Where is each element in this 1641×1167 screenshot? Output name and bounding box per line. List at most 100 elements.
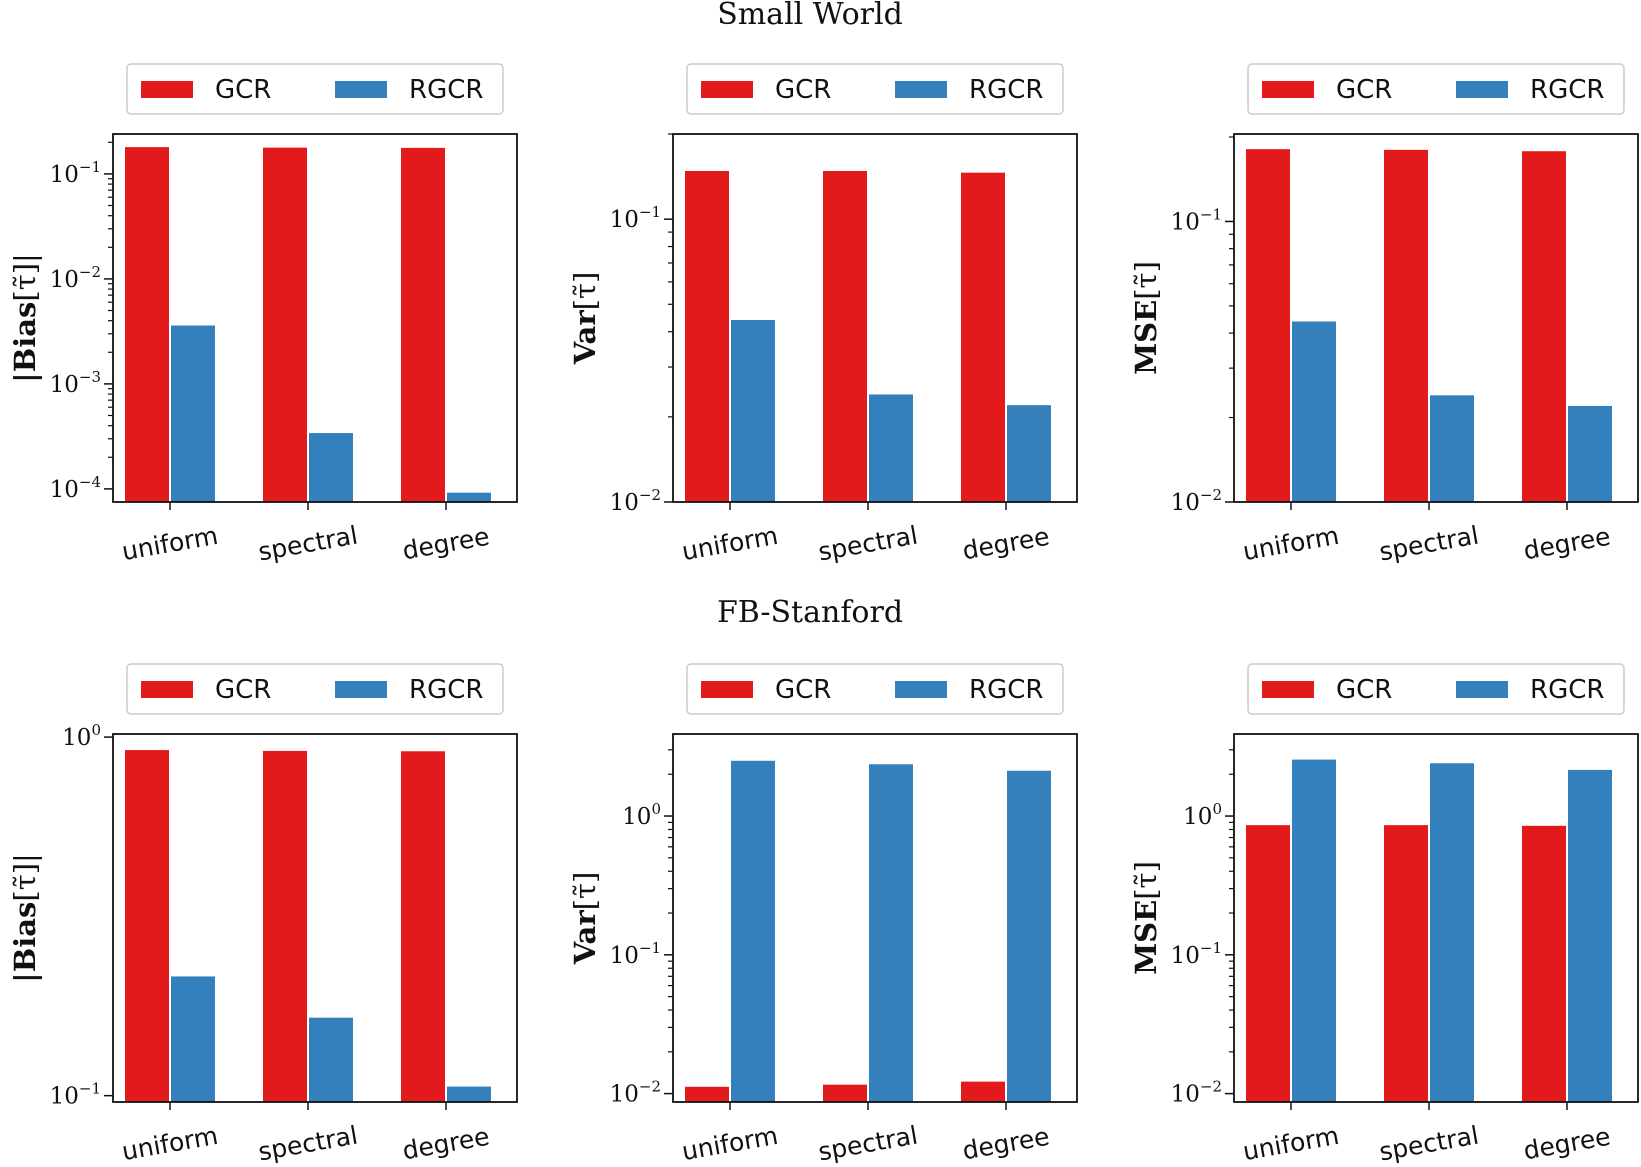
y-tick-label: 10−2 [610, 486, 661, 516]
bar-rgcr-spectral [309, 433, 353, 502]
y-tick-label: 10−1 [1171, 205, 1222, 235]
y-tick-label: 100 [1183, 800, 1222, 830]
x-tick-label-spectral: spectral [1377, 521, 1481, 567]
legend-swatch-rgcr [335, 81, 387, 98]
x-tick-label-uniform: uniform [1241, 1121, 1342, 1166]
row-title-fb-stanford: FB-Stanford [717, 595, 903, 630]
plot-frame [672, 733, 1078, 1103]
x-tick-label-degree: degree [1521, 522, 1612, 566]
legend-swatch-gcr [141, 81, 193, 98]
bar-rgcr-degree [447, 1086, 491, 1102]
legend-swatch-rgcr [1456, 681, 1508, 698]
bar-gcr-degree [1522, 825, 1566, 1102]
y-tick-label: 100 [62, 721, 101, 751]
bar-gcr-uniform [685, 1086, 729, 1102]
bar-rgcr-degree [1007, 770, 1051, 1102]
legend-swatch-gcr [141, 681, 193, 698]
row-title-small-world: Small World [717, 0, 903, 32]
bar-gcr-uniform [125, 147, 169, 502]
legend-box [1247, 63, 1625, 115]
x-tick-label-spectral: spectral [816, 521, 920, 567]
chart-panel-0: uniform spectral degree 10−4 10−3 10−2 10−1 |Bi… [8, 63, 518, 567]
chart-panel-3: uniform spectral degree 10−1 100 |Bias[τ̃]| GC… [8, 663, 518, 1167]
x-tick-label-spectral: spectral [256, 1121, 360, 1167]
bar-rgcr-uniform [171, 976, 215, 1102]
chart-panel-4: uniform spectral degree 10−2 10−1 100 Var[τ̃] G… [568, 663, 1078, 1167]
y-tick-label: 10−4 [50, 473, 101, 503]
bar-gcr-degree [961, 172, 1005, 502]
legend-label-gcr: GCR [775, 675, 831, 705]
plot-frame [1233, 133, 1639, 503]
x-tick-label-degree: degree [960, 522, 1051, 566]
bar-rgcr-degree [1568, 405, 1612, 502]
x-tick-label-uniform: uniform [680, 1121, 781, 1166]
y-axis-label: MSE[τ̃] [1129, 261, 1163, 375]
bar-rgcr-uniform [1292, 759, 1336, 1102]
legend-swatch-rgcr [1456, 81, 1508, 98]
x-tick-label-spectral: spectral [256, 521, 360, 567]
y-tick-label: 10−1 [1171, 939, 1222, 969]
y-tick-label: 10−2 [610, 1078, 661, 1108]
bar-rgcr-uniform [171, 325, 215, 502]
legend-swatch-gcr [1262, 681, 1314, 698]
legend-swatch-rgcr [895, 81, 947, 98]
legend-label-rgcr: RGCR [1530, 75, 1604, 105]
x-tick-label-degree: degree [960, 1122, 1051, 1166]
chart-panel-1: uniform spectral degree 10−2 10−1 Var[τ̃] GCR R… [568, 63, 1078, 567]
legend-label-rgcr: RGCR [1530, 675, 1604, 705]
y-tick-label: 10−2 [1171, 486, 1222, 516]
x-tick-label-degree: degree [400, 1122, 491, 1166]
x-tick-label-uniform: uniform [680, 521, 781, 566]
legend-swatch-gcr [701, 681, 753, 698]
bar-rgcr-spectral [309, 1017, 353, 1102]
bar-gcr-degree [401, 147, 445, 502]
bar-gcr-uniform [1246, 149, 1290, 503]
legend-label-gcr: GCR [1336, 75, 1392, 105]
bar-gcr-uniform [685, 170, 729, 503]
plot-frame [112, 733, 518, 1103]
bar-gcr-degree [961, 1081, 1005, 1102]
bar-rgcr-spectral [1430, 395, 1474, 502]
x-tick-label-spectral: spectral [1377, 1121, 1481, 1167]
chart-panels: uniform spectral degree 10−4 10−3 10−2 10−1 |Bi… [8, 63, 1639, 1167]
bar-rgcr-spectral [1430, 763, 1474, 1102]
legend-label-gcr: GCR [1336, 675, 1392, 705]
y-tick-label: 10−2 [50, 263, 101, 293]
bar-rgcr-degree [447, 492, 491, 502]
bar-gcr-degree [401, 751, 445, 1102]
legend-box [686, 663, 1064, 715]
legend-label-rgcr: RGCR [409, 75, 483, 105]
y-axis-label: |Bias[τ̃]| [8, 253, 42, 383]
legend-label-gcr: GCR [775, 75, 831, 105]
bar-gcr-spectral [1384, 825, 1428, 1102]
bar-gcr-uniform [1246, 825, 1290, 1102]
bar-gcr-spectral [1384, 149, 1428, 502]
legend-swatch-gcr [701, 81, 753, 98]
bar-gcr-degree [1522, 151, 1566, 502]
x-tick-label-uniform: uniform [120, 1121, 221, 1166]
legend-label-gcr: GCR [215, 675, 271, 705]
chart-panel-2: uniform spectral degree 10−2 10−1 MSE[τ̃] GCR R… [1129, 63, 1639, 567]
y-axis-label: |Bias[τ̃]| [8, 853, 42, 983]
legend-label-rgcr: RGCR [969, 675, 1043, 705]
legend-box [1247, 663, 1625, 715]
bar-gcr-spectral [823, 170, 867, 503]
legend-label-gcr: GCR [215, 75, 271, 105]
legend-label-rgcr: RGCR [969, 75, 1043, 105]
legend-box [126, 63, 504, 115]
y-tick-label: 10−1 [50, 158, 101, 188]
bar-rgcr-spectral [869, 394, 913, 502]
legend-swatch-rgcr [335, 681, 387, 698]
x-tick-label-uniform: uniform [120, 521, 221, 566]
bar-rgcr-uniform [731, 319, 775, 502]
chart-panel-5: uniform spectral degree 10−2 10−1 100 MSE[τ̃] G… [1129, 663, 1639, 1167]
plot-frame [672, 133, 1078, 503]
legend-box [686, 63, 1064, 115]
bar-rgcr-uniform [731, 760, 775, 1102]
plot-frame [112, 133, 518, 503]
legend-swatch-rgcr [895, 681, 947, 698]
legend-box [126, 663, 504, 715]
legend-label-rgcr: RGCR [409, 675, 483, 705]
x-tick-label-degree: degree [1521, 1122, 1612, 1166]
bar-gcr-uniform [125, 750, 169, 1102]
